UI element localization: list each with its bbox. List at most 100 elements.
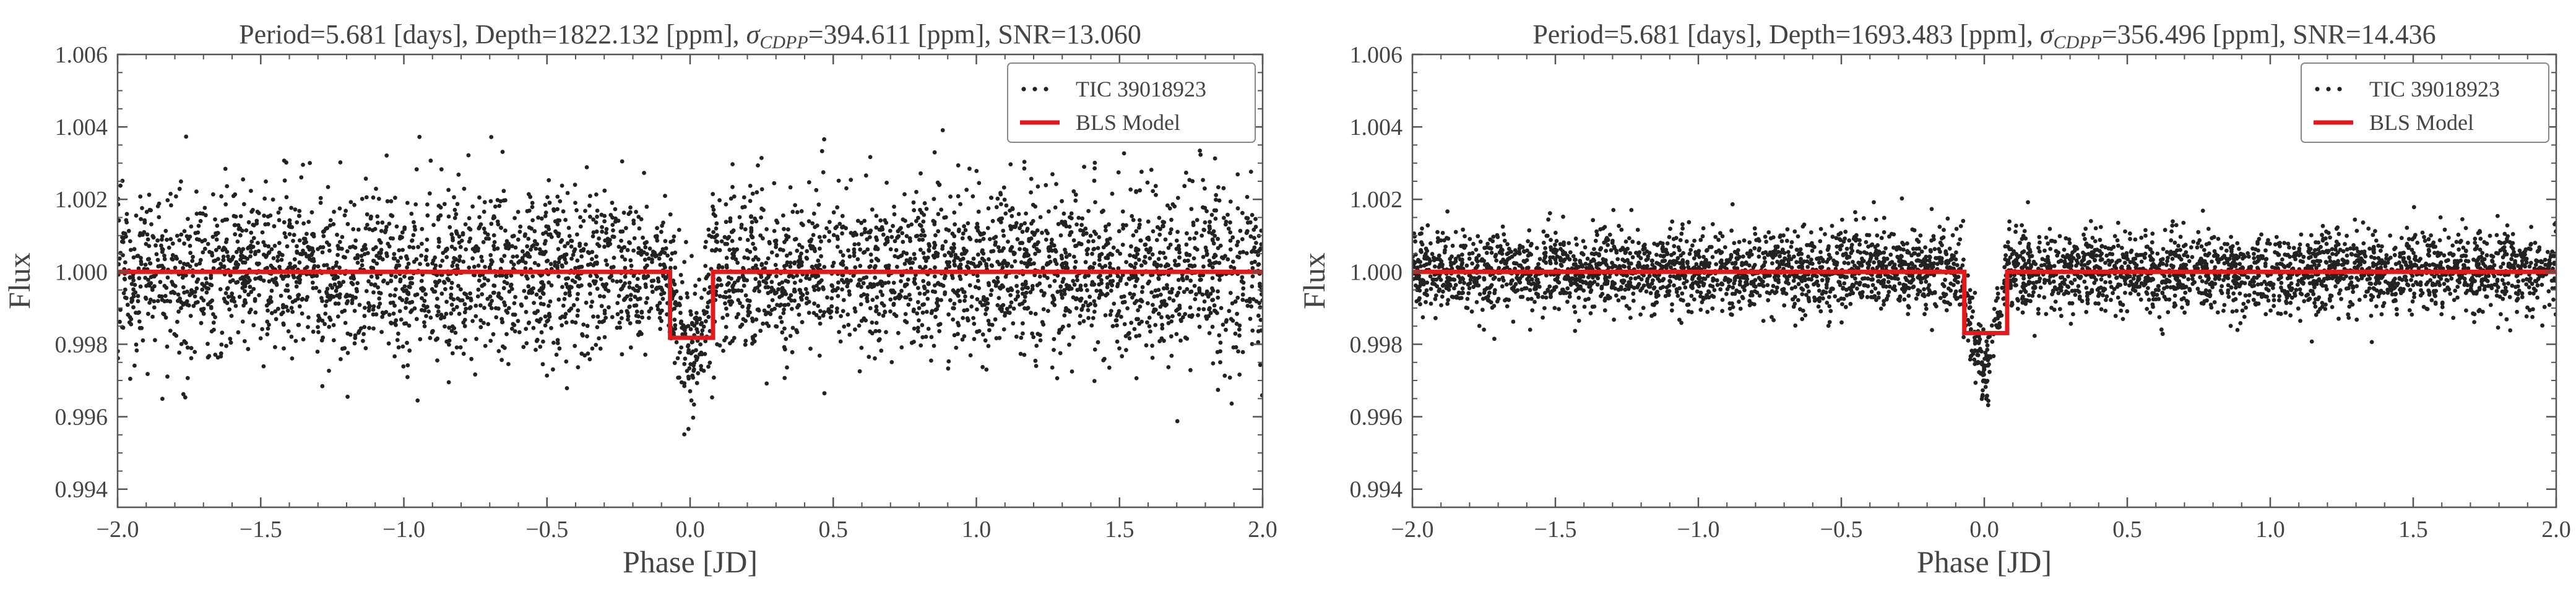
- data-point: [1109, 273, 1113, 278]
- data-point: [1256, 329, 1261, 333]
- data-point: [951, 231, 955, 236]
- data-point: [239, 250, 243, 254]
- data-point: [772, 229, 777, 233]
- data-point: [322, 322, 327, 326]
- data-point: [1019, 260, 1024, 265]
- data-point: [384, 251, 389, 256]
- data-point: [1435, 230, 1440, 234]
- data-point: [1079, 283, 1083, 288]
- data-point: [376, 305, 381, 309]
- data-point: [1040, 320, 1045, 324]
- data-point: [820, 149, 824, 153]
- data-point: [407, 285, 411, 289]
- data-point: [1190, 179, 1195, 183]
- data-point: [1256, 314, 1261, 318]
- data-point: [1021, 332, 1025, 336]
- data-point: [626, 212, 631, 216]
- data-point: [405, 201, 410, 205]
- data-point: [450, 264, 454, 268]
- data-point: [1071, 335, 1076, 340]
- data-point: [589, 304, 594, 309]
- data-point: [538, 251, 542, 256]
- data-point: [899, 289, 904, 293]
- data-point: [651, 278, 655, 283]
- data-point: [610, 315, 615, 319]
- data-point: [202, 312, 206, 316]
- data-point: [944, 227, 949, 231]
- data-point: [1565, 286, 1570, 291]
- data-point: [447, 380, 451, 385]
- data-point: [1047, 249, 1051, 253]
- data-point: [480, 284, 484, 288]
- data-point: [712, 212, 716, 217]
- data-point: [863, 250, 867, 254]
- data-point: [310, 210, 314, 215]
- data-point: [862, 281, 866, 285]
- data-point: [738, 325, 743, 329]
- data-point: [1153, 323, 1157, 327]
- data-point: [563, 218, 568, 222]
- data-point: [493, 284, 497, 288]
- data-point: [961, 316, 965, 320]
- data-point: [889, 360, 894, 364]
- data-point: [818, 322, 823, 326]
- data-point: [1092, 179, 1097, 183]
- data-point: [504, 332, 509, 337]
- data-point: [775, 253, 779, 257]
- data-point: [451, 260, 456, 265]
- data-point: [413, 225, 417, 229]
- data-point: [531, 286, 535, 291]
- data-point: [350, 294, 355, 299]
- data-point: [267, 323, 271, 327]
- data-point: [789, 334, 793, 338]
- data-point: [1568, 294, 1572, 299]
- data-point: [353, 333, 358, 338]
- data-point: [1130, 264, 1134, 268]
- data-point: [916, 326, 920, 330]
- data-point: [270, 289, 274, 293]
- data-point: [322, 264, 326, 268]
- data-point: [279, 294, 283, 298]
- data-point: [1112, 302, 1116, 306]
- data-point: [1008, 162, 1013, 166]
- data-point: [298, 238, 302, 243]
- data-point: [222, 297, 227, 301]
- data-point: [472, 265, 477, 269]
- data-point: [431, 259, 436, 263]
- data-point: [1126, 332, 1130, 337]
- data-point: [1219, 341, 1223, 345]
- data-point: [725, 313, 730, 317]
- data-point: [1201, 205, 1205, 210]
- data-point: [588, 291, 592, 296]
- data-point: [160, 247, 164, 251]
- data-point: [186, 217, 190, 221]
- data-point: [628, 285, 632, 290]
- data-point: [628, 205, 633, 210]
- data-point: [150, 288, 155, 292]
- data-point: [194, 189, 199, 194]
- data-point: [1057, 222, 1061, 226]
- data-point: [499, 226, 503, 230]
- data-point: [811, 246, 816, 251]
- data-point: [224, 344, 228, 348]
- data-point: [655, 236, 659, 240]
- data-point: [751, 192, 755, 196]
- data-point: [1089, 234, 1093, 238]
- data-point: [598, 294, 602, 298]
- data-point: [141, 338, 145, 343]
- data-point: [1039, 338, 1043, 343]
- data-point: [784, 263, 789, 267]
- data-point: [332, 338, 336, 343]
- data-point: [1207, 307, 1211, 312]
- data-point: [223, 202, 228, 207]
- data-point: [908, 298, 912, 302]
- data-point: [668, 266, 673, 270]
- data-point: [204, 277, 208, 281]
- data-point: [1092, 299, 1096, 304]
- data-point: [980, 257, 985, 261]
- data-point: [795, 330, 800, 335]
- data-point: [800, 320, 805, 324]
- data-point: [1011, 321, 1015, 325]
- data-point: [501, 345, 505, 349]
- data-point: [978, 239, 982, 243]
